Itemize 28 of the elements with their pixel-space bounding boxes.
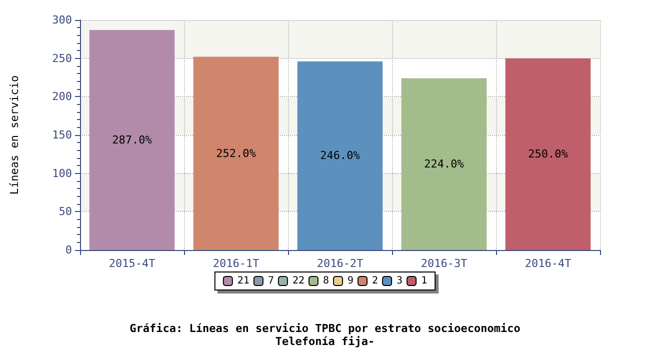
y-tick-label: 250 xyxy=(52,52,72,65)
legend-label: 8 xyxy=(323,276,330,286)
y-tick-label: 50 xyxy=(58,205,72,218)
x-tick-label: 2016-4T xyxy=(524,257,572,270)
x-tick-label: 2016-2T xyxy=(316,257,364,270)
x-tick-label: 2016-3T xyxy=(420,257,468,270)
y-tick-label: 0 xyxy=(65,244,72,256)
y-tick-label: 300 xyxy=(52,14,72,26)
legend-label: 7 xyxy=(268,276,274,286)
data-label: 224.0% xyxy=(424,158,464,171)
x-tick-label: 2015-4T xyxy=(108,257,156,270)
data-label: 287.0% xyxy=(112,133,152,146)
y-tick-label: 150 xyxy=(52,128,72,142)
y-tick-label: 200 xyxy=(52,90,72,104)
legend-label: 9 xyxy=(348,276,354,286)
legend-label: 3 xyxy=(396,276,403,286)
y-axis-title: Líneas en servicio xyxy=(8,75,21,195)
data-label: 250.0% xyxy=(528,148,568,161)
legend-label: 1 xyxy=(421,276,428,286)
y-tick-label: 100 xyxy=(52,166,72,180)
legend-label: 21 xyxy=(237,276,250,286)
x-tick-label: 2016-1T xyxy=(212,257,260,270)
legend-label: 2 xyxy=(372,276,378,286)
legend-label: 22 xyxy=(292,276,305,286)
data-label: 246.0% xyxy=(320,149,360,162)
text: Telefonía fija- xyxy=(275,335,375,348)
data-label: 252.0% xyxy=(216,146,256,160)
text: Gráfica: Líneas en servicio TPBC por estrato socioeconomico xyxy=(130,322,521,335)
